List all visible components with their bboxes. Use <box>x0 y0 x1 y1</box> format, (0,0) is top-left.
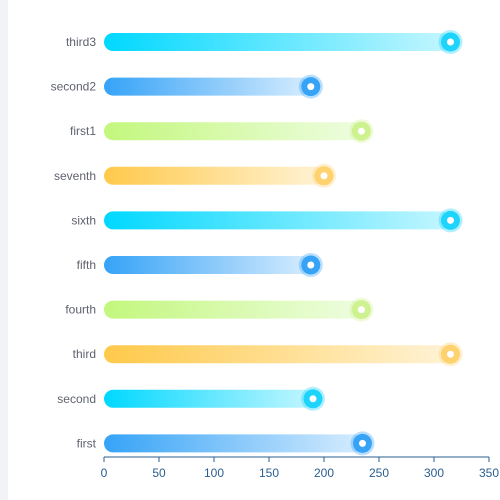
category-label-seventh: seventh <box>54 169 96 183</box>
x-tick-label-0: 0 <box>101 466 108 480</box>
bar-cap-dot-seventh <box>320 172 328 180</box>
x-tick-label-350: 350 <box>479 466 499 480</box>
bar-first1 <box>104 122 362 141</box>
bar-cap-dot-second2 <box>307 83 315 91</box>
bar-cap-dot-third3 <box>447 38 454 46</box>
x-tick-label-50: 50 <box>152 466 166 480</box>
bar-cap-dot-first <box>359 439 366 447</box>
category-label-third3: third3 <box>66 35 96 49</box>
category-label-fourth: fourth <box>65 303 96 317</box>
category-label-fifth: fifth <box>77 258 96 272</box>
category-labels: third3 second2 first1 seventh sixth fifth four… <box>51 35 97 450</box>
bar-seventh <box>104 166 324 185</box>
bar-fifth <box>104 256 311 274</box>
x-tick-label-100: 100 <box>204 466 224 480</box>
bar-cap-dot-fourth <box>357 306 365 314</box>
bar-second2 <box>104 77 311 96</box>
bar-sixth <box>104 211 451 230</box>
category-label-first1: first1 <box>70 124 96 138</box>
chart-panel: third3 second2 first1 seventh sixth fifth four… <box>8 0 500 500</box>
bar-third <box>104 345 451 364</box>
bar-cap-dot-first1 <box>357 127 365 135</box>
bar-fourth <box>104 300 362 319</box>
bar-cap-dot-third <box>447 350 454 358</box>
x-axis: 0 50 100 150 200 250 300 350 <box>101 456 499 480</box>
bar-third3 <box>104 33 451 51</box>
bar-cap-dot-sixth <box>447 216 454 224</box>
x-tick-label-150: 150 <box>259 466 279 480</box>
bar-cap-dot-fifth <box>307 261 315 269</box>
bar-first <box>104 434 363 453</box>
category-label-second2: second2 <box>51 80 97 94</box>
bar-cap-dot-second <box>309 395 317 403</box>
bar-chart: third3 second2 first1 seventh sixth fifth four… <box>51 30 499 480</box>
category-label-sixth: sixth <box>71 213 96 227</box>
category-label-second: second <box>57 392 96 406</box>
x-tick-label-200: 200 <box>314 466 334 480</box>
bars-layer <box>104 30 463 456</box>
x-tick-label-300: 300 <box>424 466 444 480</box>
bar-second <box>104 389 313 408</box>
category-label-first: first <box>77 436 97 450</box>
x-tick-label-250: 250 <box>369 466 389 480</box>
category-label-third: third <box>73 347 96 361</box>
